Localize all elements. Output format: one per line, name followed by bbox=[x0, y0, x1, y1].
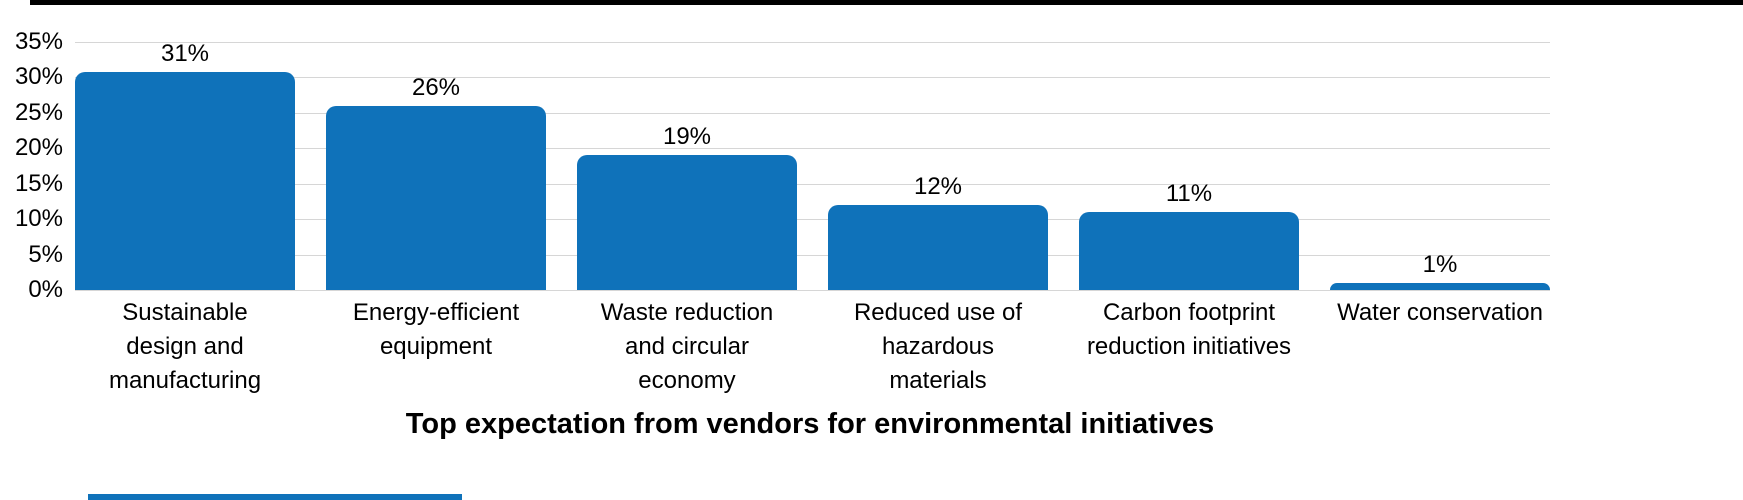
y-axis-tick-label: 30% bbox=[14, 63, 63, 91]
bar-value-label: 1% bbox=[1422, 250, 1458, 278]
category-label: Sustainable design and manufacturing bbox=[108, 299, 262, 395]
gridline bbox=[75, 148, 1550, 150]
bar-cell: 1% bbox=[1330, 42, 1550, 290]
bar-cell: 31% bbox=[75, 42, 295, 290]
category-cell: Carbon footprint reduction initiatives bbox=[1079, 296, 1299, 398]
gridline bbox=[75, 183, 1550, 185]
category-label: Water conservation bbox=[1337, 299, 1543, 326]
category-cell: Waste reduction and circular economy bbox=[577, 296, 797, 398]
bar-value-label: 26% bbox=[411, 73, 461, 101]
gridline bbox=[75, 42, 1550, 43]
bar bbox=[326, 105, 546, 290]
bar-value-label: 19% bbox=[662, 123, 712, 151]
x-axis-category-labels: Sustainable design and manufacturing Ener… bbox=[75, 296, 1550, 398]
bar bbox=[1330, 282, 1550, 290]
gridline bbox=[75, 112, 1550, 114]
bar-cell: 11% bbox=[1079, 42, 1299, 290]
category-cell: Sustainable design and manufacturing bbox=[75, 296, 295, 398]
category-cell: Energy-efficient equipment bbox=[326, 296, 546, 398]
category-cell: Water conservation bbox=[1330, 296, 1550, 398]
bar-value-label: 11% bbox=[1165, 180, 1213, 208]
bar-value-label: 31% bbox=[160, 40, 210, 67]
y-axis-tick-label: 0% bbox=[28, 276, 63, 303]
bar bbox=[1079, 212, 1299, 290]
y-axis-tick-label: 35% bbox=[14, 28, 63, 55]
chart-title: Top expectation from vendors for environ… bbox=[405, 408, 1215, 440]
bar-cell: 12% bbox=[828, 42, 1048, 290]
plot-area: 35% 30% 25% 20% 15% 10% 5% 0% 31% 26% 19% 12% 11% 1% bbox=[15, 30, 1550, 302]
bar bbox=[577, 155, 797, 290]
category-cell: Reduced use of hazardous materials bbox=[828, 296, 1048, 398]
category-label: Waste reduction and circular economy bbox=[600, 299, 774, 395]
category-label: Energy-efficient equipment bbox=[352, 299, 520, 361]
bottom-accent-line bbox=[88, 494, 462, 500]
bar-value-label: 12% bbox=[913, 172, 963, 200]
category-label: Carbon footprint reduction initiatives bbox=[1086, 299, 1292, 361]
y-axis-tick-label: 10% bbox=[14, 205, 63, 233]
y-axis-tick-label: 5% bbox=[28, 240, 63, 268]
gridline bbox=[75, 290, 1550, 291]
bar bbox=[75, 72, 295, 290]
bar-cell: 19% bbox=[577, 42, 797, 290]
gridline bbox=[75, 254, 1550, 256]
category-label: Reduced use of hazardous materials bbox=[853, 299, 1023, 395]
top-border-line bbox=[30, 0, 1743, 5]
gridline bbox=[75, 77, 1550, 79]
bar-cell: 26% bbox=[326, 42, 546, 290]
bar bbox=[828, 204, 1048, 290]
y-axis-tick-label: 15% bbox=[14, 169, 63, 197]
gridline bbox=[75, 219, 1550, 221]
y-axis-tick-label: 20% bbox=[14, 134, 63, 162]
y-axis-tick-label: 25% bbox=[14, 98, 63, 126]
bars-container: 31% 26% 19% 12% 11% 1% bbox=[75, 42, 1550, 290]
